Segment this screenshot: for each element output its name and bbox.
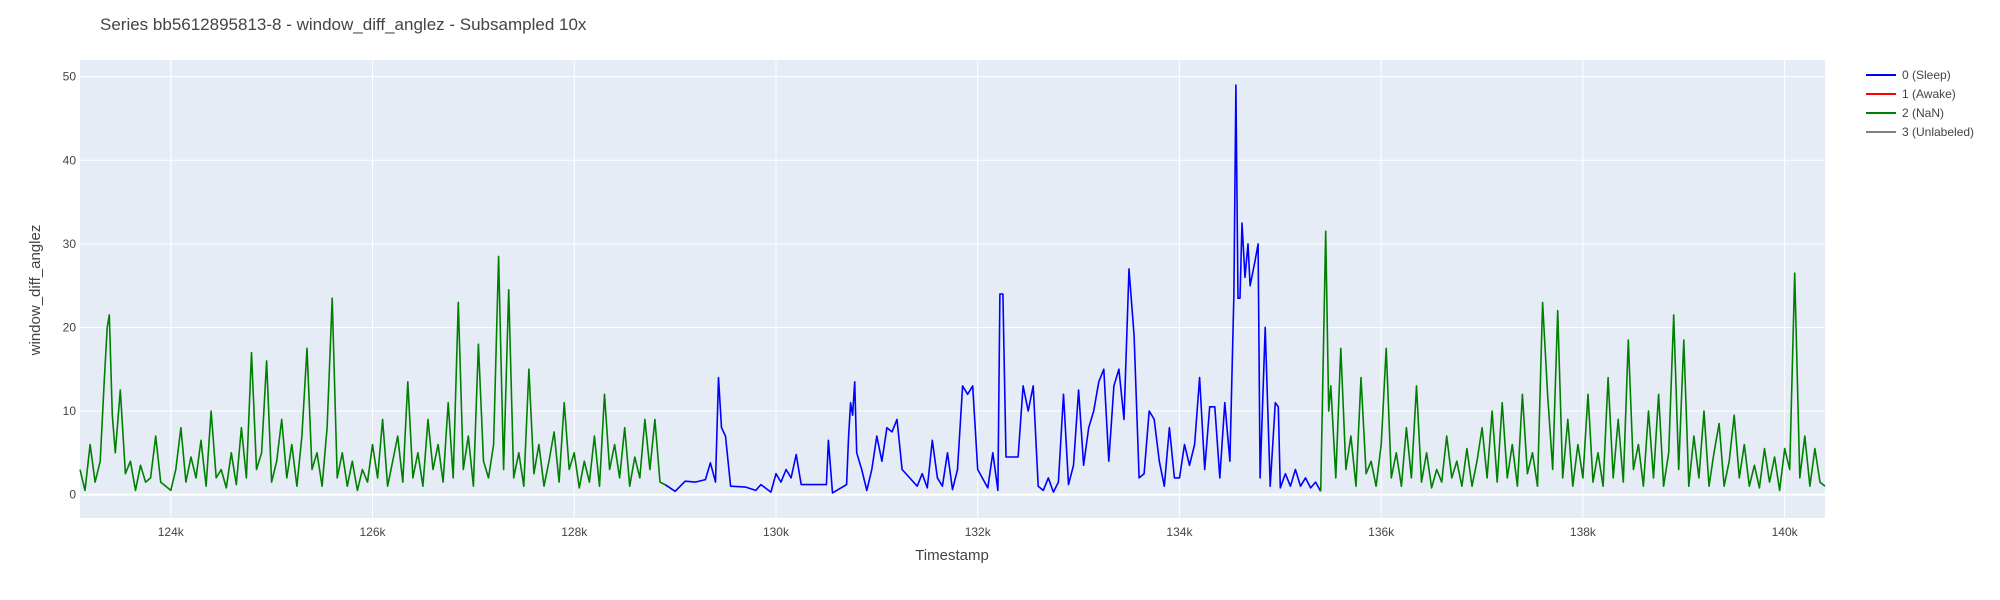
plot-area bbox=[80, 60, 1825, 518]
legend-item-2-nan[interactable]: 2 (NaN) bbox=[1866, 106, 1944, 120]
x-tick-label: 126k bbox=[359, 525, 386, 539]
x-tick-label: 124k bbox=[158, 525, 185, 539]
legend-label: 3 (Unlabeled) bbox=[1902, 125, 1974, 139]
x-axis-title: Timestamp bbox=[915, 547, 989, 564]
chart-title: Series bb5612895813-8 - window_diff_angl… bbox=[100, 15, 587, 34]
y-tick-label: 20 bbox=[63, 320, 77, 334]
x-tick-label: 132k bbox=[965, 525, 992, 539]
x-tick-label: 136k bbox=[1368, 525, 1395, 539]
x-tick-label: 140k bbox=[1772, 525, 1799, 539]
x-tick-label: 138k bbox=[1570, 525, 1597, 539]
legend-item-1-awake[interactable]: 1 (Awake) bbox=[1866, 87, 1956, 101]
legend-item-0-sleep[interactable]: 0 (Sleep) bbox=[1866, 68, 1951, 82]
y-tick-label: 40 bbox=[63, 153, 77, 167]
series-line-2-nan bbox=[1319, 230, 1826, 492]
y-tick-label: 30 bbox=[63, 237, 77, 251]
y-axis-ticks: 0 10 20 30 40 50 bbox=[63, 70, 77, 502]
series-line-0-sleep bbox=[664, 84, 1322, 494]
legend[interactable]: 0 (Sleep) 1 (Awake) 2 (NaN) 3 (Unlabeled) bbox=[1866, 68, 1974, 139]
series-line-2-nan bbox=[79, 255, 666, 492]
legend-label: 0 (Sleep) bbox=[1902, 68, 1951, 82]
legend-label: 1 (Awake) bbox=[1902, 87, 1956, 101]
legend-item-3-unlabeled[interactable]: 3 (Unlabeled) bbox=[1866, 125, 1974, 139]
x-tick-label: 128k bbox=[561, 525, 588, 539]
grid bbox=[80, 60, 1825, 518]
x-tick-label: 134k bbox=[1166, 525, 1193, 539]
y-axis-title: window_diff_anglez bbox=[27, 225, 44, 357]
y-tick-label: 0 bbox=[69, 488, 76, 502]
x-tick-label: 130k bbox=[763, 525, 790, 539]
x-axis-ticks: 124k 126k 128k 130k 132k 134k 136k 138k 140k bbox=[158, 525, 1799, 539]
y-tick-label: 50 bbox=[63, 70, 77, 84]
legend-label: 2 (NaN) bbox=[1902, 106, 1944, 120]
series-lines bbox=[79, 84, 1826, 494]
y-tick-label: 10 bbox=[63, 404, 77, 418]
